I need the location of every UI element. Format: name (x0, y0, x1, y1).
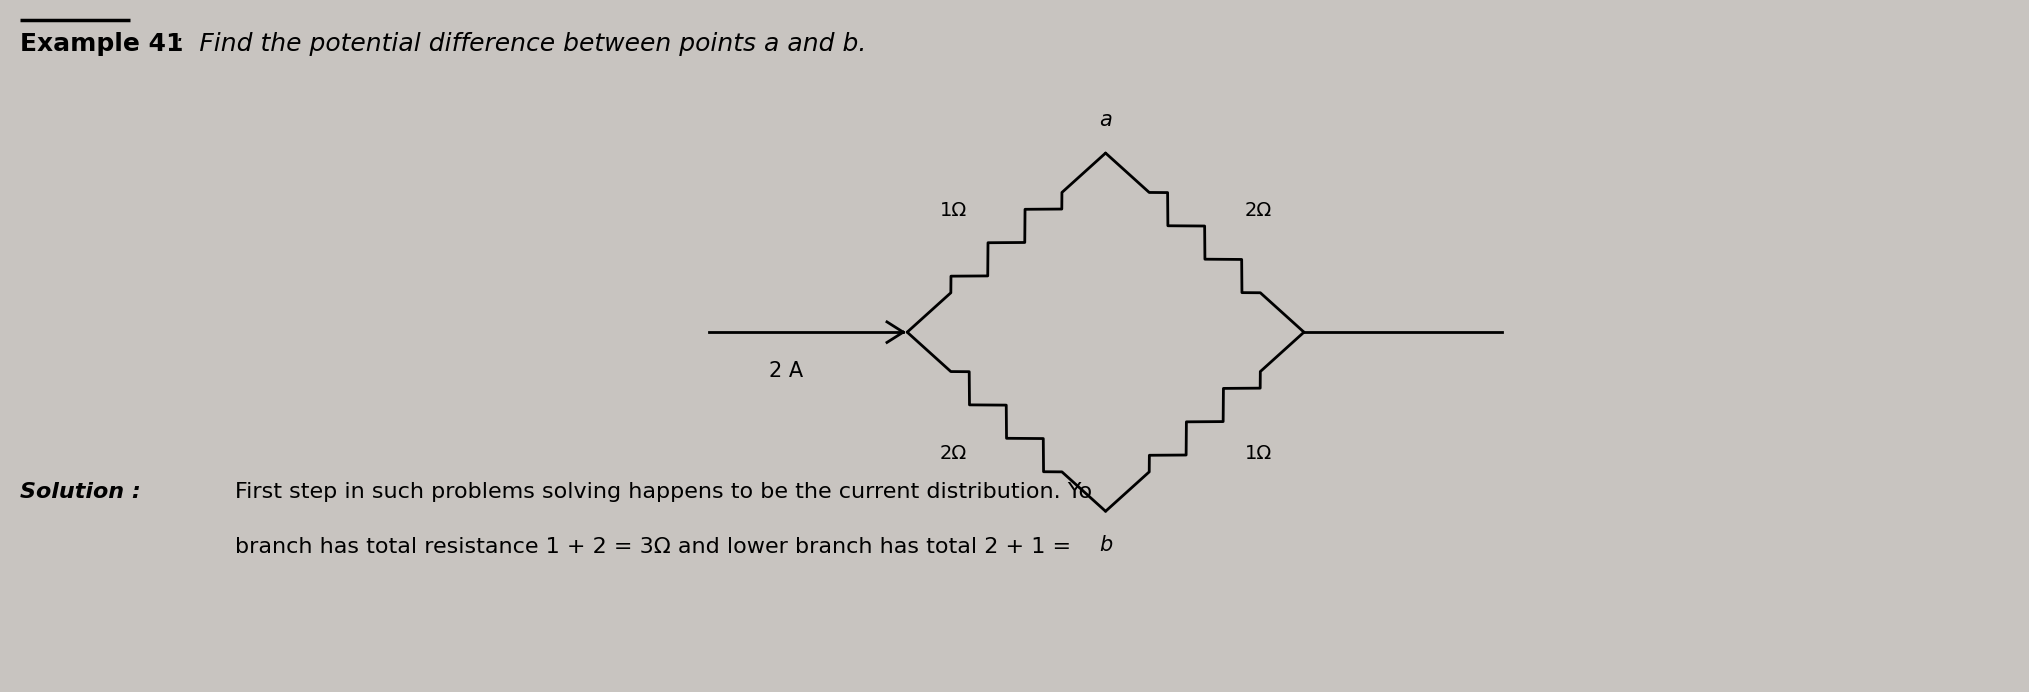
Text: b: b (1100, 534, 1112, 554)
Text: 1Ω: 1Ω (1244, 444, 1272, 464)
Text: Example 41: Example 41 (20, 32, 183, 56)
Text: 1Ω: 1Ω (939, 201, 966, 220)
Text: branch has total resistance 1 + 2 = 3Ω and lower branch has total 2 + 1 =: branch has total resistance 1 + 2 = 3Ω a… (235, 537, 1071, 557)
Text: 2Ω: 2Ω (939, 444, 966, 464)
Text: 2 A: 2 A (769, 361, 803, 381)
Text: a: a (1100, 110, 1112, 130)
Text: :  Find the potential difference between points a and b.: : Find the potential difference between … (174, 32, 866, 56)
Text: Solution :: Solution : (20, 482, 140, 502)
Text: 2Ω: 2Ω (1244, 201, 1272, 220)
Text: First step in such problems solving happens to be the current distribution. Yo: First step in such problems solving happ… (235, 482, 1092, 502)
